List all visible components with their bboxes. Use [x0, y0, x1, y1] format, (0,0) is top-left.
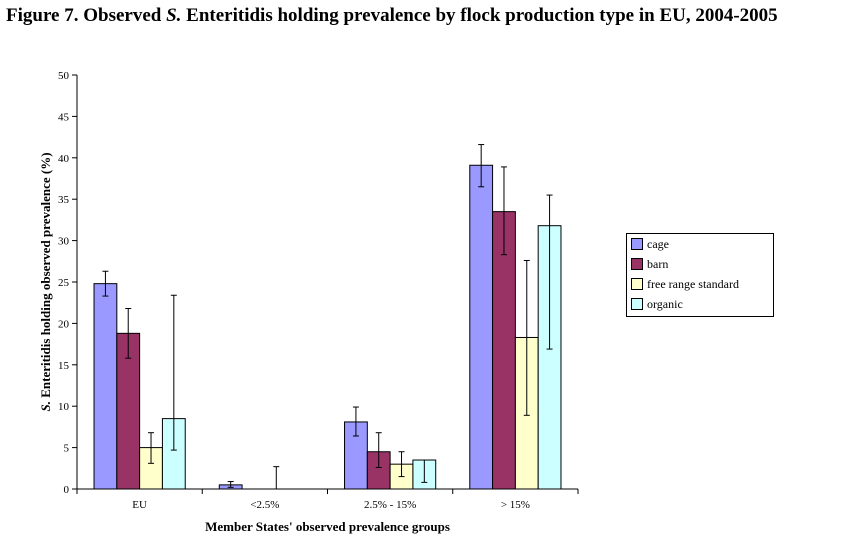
- title-prefix: Figure 7. Observed: [6, 5, 167, 26]
- x-tick-label: > 15%: [501, 499, 530, 511]
- bar-cage: [93, 283, 118, 490]
- x-tick-label: EU: [132, 499, 147, 511]
- y-axis-title: S. Enteritidis holding observed prevalen…: [38, 152, 53, 411]
- y-tick-label: 50: [58, 70, 70, 82]
- y-axis-title-italic: S.: [38, 401, 53, 411]
- legend-swatch: [631, 298, 643, 310]
- y-tick-label: 30: [58, 236, 70, 248]
- y-tick-label: 15: [58, 360, 70, 372]
- legend-label: barn: [647, 256, 669, 271]
- title-italic: S.: [166, 5, 182, 26]
- y-tick-label: 10: [58, 401, 70, 413]
- y-tick-label: 20: [58, 318, 70, 330]
- legend-label: free range standard: [647, 276, 739, 291]
- x-axis-title: Member States' observed prevalence group…: [205, 519, 450, 534]
- y-tick-label: 35: [58, 194, 70, 206]
- title-suffix: Enteritidis holding prevalence by flock …: [181, 5, 778, 26]
- y-tick-label: 40: [58, 153, 70, 165]
- y-tick-label: 45: [58, 111, 70, 123]
- y-tick-label: 0: [64, 484, 70, 496]
- x-tick-label: <2.5%: [250, 499, 279, 511]
- legend-item: free range standard: [627, 274, 773, 294]
- y-tick-label: 5: [64, 443, 70, 455]
- bar-cage: [469, 164, 494, 490]
- legend-swatch: [631, 278, 643, 290]
- legend-label: cage: [647, 236, 669, 251]
- legend-item: organic: [627, 294, 773, 314]
- figure-title: Figure 7. Observed S. Enteritidis holdin…: [6, 4, 846, 28]
- y-tick-label: 25: [58, 277, 70, 289]
- legend-item: barn: [627, 254, 773, 274]
- legend-label: organic: [647, 296, 683, 311]
- x-tick-label: 2.5% - 15%: [364, 499, 416, 511]
- chart-legend: cage barn free range standard organic: [626, 233, 774, 317]
- legend-swatch: [631, 258, 643, 270]
- legend-swatch: [631, 238, 643, 250]
- legend-item: cage: [627, 234, 773, 254]
- y-axis-title-rest: Enteritidis holding observed prevalence …: [38, 152, 53, 401]
